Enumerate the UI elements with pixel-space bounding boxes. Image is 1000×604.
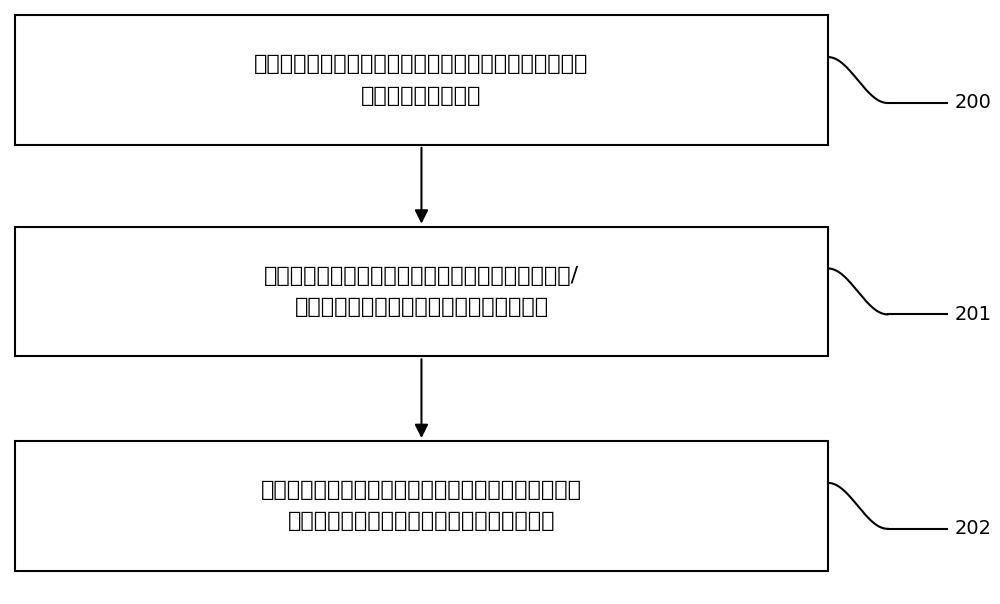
Text: 根据初始设定的天线校准方法确定发送接收校准序列的射
频单元间校准关系。: 根据初始设定的天线校准方法确定发送接收校准序列的射 频单元间校准关系。 bbox=[254, 54, 589, 106]
FancyBboxPatch shape bbox=[15, 441, 828, 571]
Text: 201: 201 bbox=[955, 305, 992, 324]
Text: 存在校准关系的射频单元根据校准序列发送规则发送/
或接收校准序列，并进行校准因子的更新。: 存在校准关系的射频单元根据校准序列发送规则发送/ 或接收校准序列，并进行校准因子… bbox=[264, 266, 579, 317]
Text: 202: 202 bbox=[955, 519, 992, 538]
FancyBboxPatch shape bbox=[15, 15, 828, 145]
FancyBboxPatch shape bbox=[15, 226, 828, 356]
Text: 记录初始设定校准周期内更新校准因子的射频单元数量
，并根据预定门限值动态调整天线校准周期。: 记录初始设定校准周期内更新校准因子的射频单元数量 ，并根据预定门限值动态调整天线… bbox=[261, 480, 582, 532]
Text: 200: 200 bbox=[955, 94, 992, 112]
